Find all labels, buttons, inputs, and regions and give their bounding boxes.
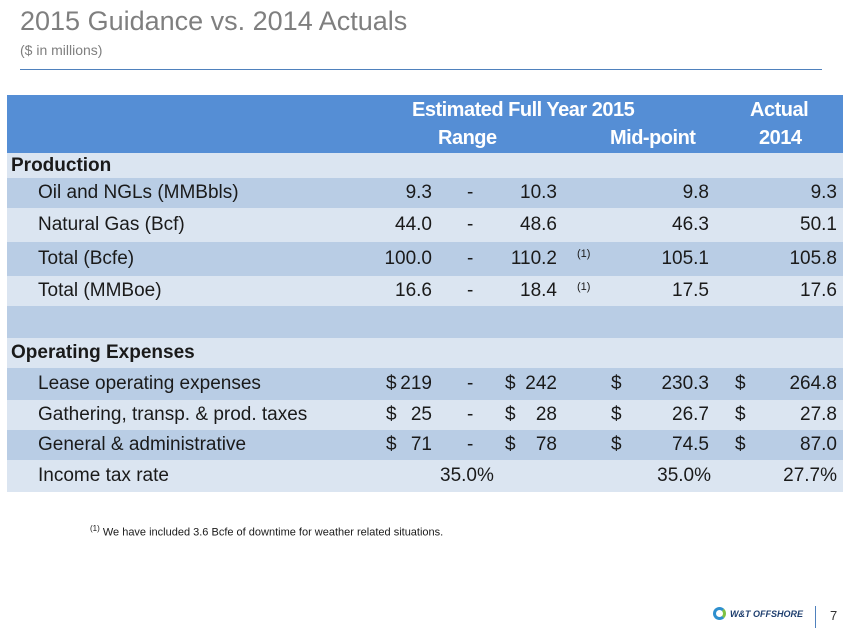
range-high: 78 [535, 434, 557, 455]
range-dash: - [467, 280, 474, 301]
footnote-ref: (1) [577, 247, 591, 260]
currency-symbol: $ [505, 434, 516, 455]
title-divider [20, 69, 822, 70]
actual-value: 264.8 [789, 373, 837, 394]
midpoint-value: 46.3 [672, 214, 709, 235]
table-row: Total (Bcfe) 100.0 - 110.2 (1) 105.1 105… [7, 242, 843, 276]
actual-value: 87.0 [800, 434, 837, 455]
midpoint-value: 105.1 [661, 248, 709, 269]
range-dash: - [467, 248, 474, 269]
actual-value: 50.1 [800, 214, 837, 235]
range-dash: - [467, 182, 474, 203]
table-header: Estimated Full Year 2015 Actual Range Mi… [7, 95, 843, 153]
midpoint-value: 17.5 [672, 280, 709, 301]
table-row: Total (MMBoe) 16.6 - 18.4 (1) 17.5 17.6 [7, 276, 843, 306]
header-year: 2014 [759, 127, 802, 149]
range-dash: - [467, 214, 474, 235]
table-row: Gathering, transp. & prod. taxes $ 25 - … [7, 400, 843, 430]
range-dash: - [467, 404, 474, 425]
logo-swirl-icon [713, 607, 726, 620]
table-row: Natural Gas (Bcf) 44.0 - 48.6 46.3 50.1 [7, 208, 843, 242]
range-value: 35.0% [440, 465, 494, 486]
footnote: (1) We have included 3.6 Bcfe of downtim… [90, 524, 443, 539]
range-high: 110.2 [510, 248, 557, 269]
range-high: 48.6 [520, 214, 557, 235]
header-range: Range [438, 127, 497, 149]
table-row: General & administrative $ 71 - $ 78 $ 7… [7, 430, 843, 460]
range-low: 219 [400, 373, 432, 394]
footnote-text: We have included 3.6 Bcfe of downtime fo… [99, 526, 444, 539]
currency-symbol: $ [735, 434, 746, 455]
header-estimated: Estimated Full Year 2015 [412, 99, 635, 121]
page-title: 2015 Guidance vs. 2014 Actuals [20, 6, 408, 36]
section-opex: Operating Expenses [7, 338, 843, 368]
page-number: 7 [830, 608, 838, 623]
midpoint-value: 9.8 [682, 182, 709, 203]
actual-value: 9.3 [810, 182, 837, 203]
row-label: Lease operating expenses [38, 373, 261, 394]
midpoint-value: 74.5 [672, 434, 709, 455]
footnote-ref: (1) [577, 280, 591, 293]
section-production: Production [7, 153, 843, 178]
range-low: 100.0 [384, 248, 432, 269]
table-row: Lease operating expenses $ 219 - $ 242 $… [7, 368, 843, 400]
range-dash: - [467, 434, 474, 455]
footnote-marker: (1) [90, 524, 100, 533]
range-low: 16.6 [395, 280, 432, 301]
range-high: 242 [525, 373, 557, 394]
range-high: 18.4 [520, 280, 557, 301]
blank-row [7, 306, 843, 338]
row-label: Total (MMBoe) [38, 280, 162, 301]
footer-divider [815, 606, 816, 628]
midpoint-value: 35.0% [657, 465, 711, 486]
range-low: 25 [410, 404, 432, 425]
currency-symbol: $ [386, 404, 397, 425]
currency-symbol: $ [611, 434, 622, 455]
currency-symbol: $ [735, 373, 746, 394]
row-label: Total (Bcfe) [38, 248, 135, 269]
currency-symbol: $ [735, 404, 746, 425]
currency-symbol: $ [611, 373, 622, 394]
currency-symbol: $ [505, 373, 516, 394]
range-low: 71 [410, 434, 432, 455]
range-dash: - [467, 373, 474, 394]
section-label: Operating Expenses [11, 342, 195, 363]
currency-symbol: $ [505, 404, 516, 425]
range-low: 9.3 [405, 182, 432, 203]
table-row-tax: Income tax rate 35.0% 35.0% 27.7% [7, 460, 843, 492]
table-row: Oil and NGLs (MMBbls) 9.3 - 10.3 9.8 9.3 [7, 178, 843, 208]
actual-value: 17.6 [800, 280, 837, 301]
section-label: Production [11, 154, 112, 176]
range-low: 44.0 [395, 214, 432, 235]
logo-text: W&T OFFSHORE [730, 608, 803, 619]
header-midpoint: Mid-point [610, 127, 696, 149]
row-label: Gathering, transp. & prod. taxes [38, 404, 308, 425]
header-actual: Actual [750, 99, 809, 121]
midpoint-value: 26.7 [672, 404, 709, 425]
page-subtitle: ($ in millions) [20, 42, 103, 58]
row-label: General & administrative [38, 434, 247, 455]
actual-value: 27.7% [783, 465, 837, 486]
currency-symbol: $ [386, 373, 397, 394]
row-label: Natural Gas (Bcf) [38, 214, 185, 235]
guidance-table: Estimated Full Year 2015 Actual Range Mi… [7, 95, 843, 492]
actual-value: 27.8 [800, 404, 837, 425]
range-high: 10.3 [520, 182, 557, 203]
currency-symbol: $ [611, 404, 622, 425]
row-label: Oil and NGLs (MMBbls) [38, 182, 239, 203]
row-label: Income tax rate [38, 465, 169, 486]
currency-symbol: $ [386, 434, 397, 455]
actual-value: 105.8 [789, 248, 837, 269]
range-high: 28 [535, 404, 557, 425]
company-logo: W&T OFFSHORE [713, 607, 803, 620]
midpoint-value: 230.3 [661, 373, 709, 394]
